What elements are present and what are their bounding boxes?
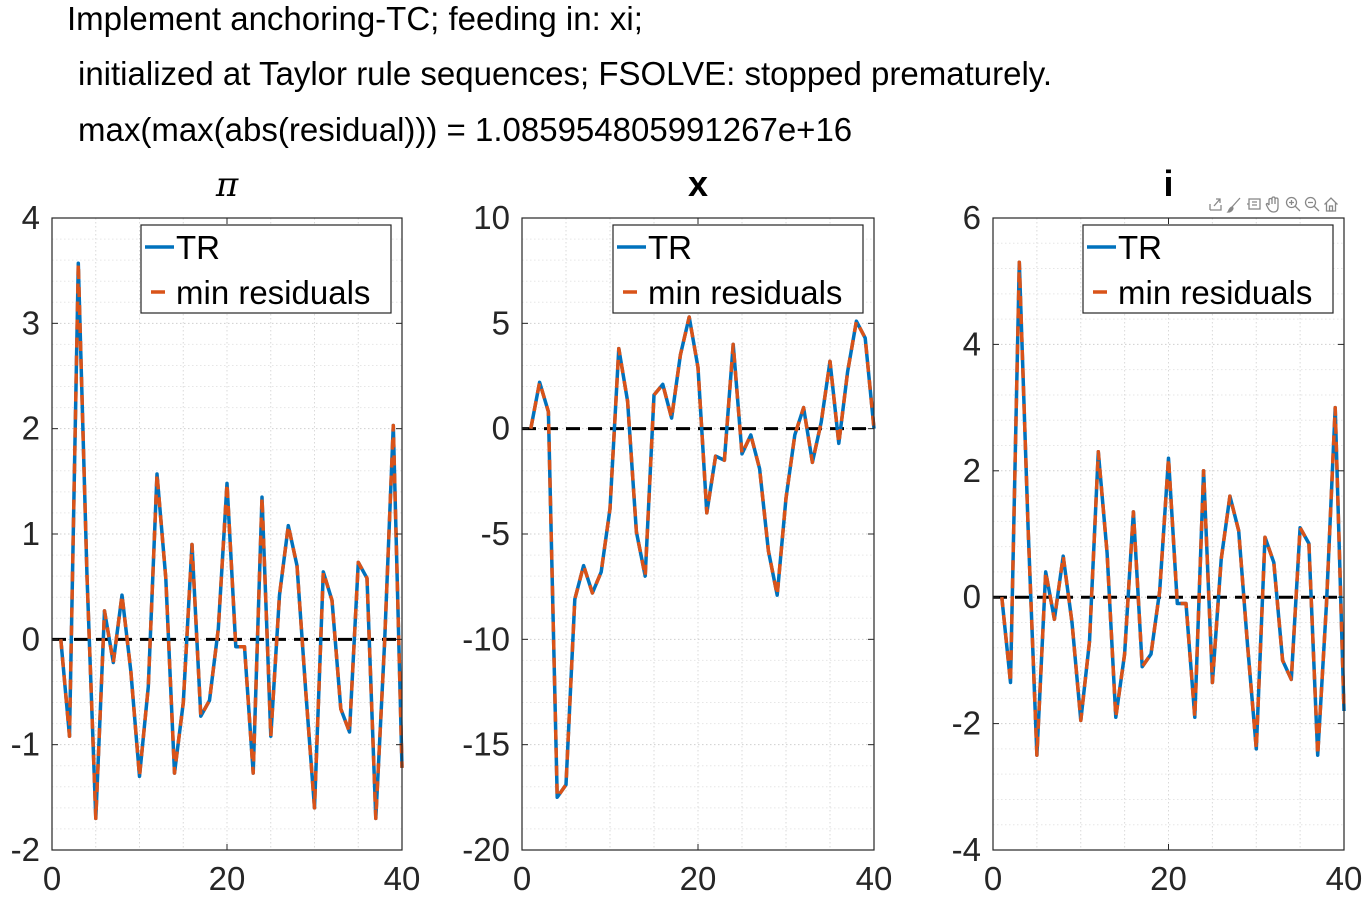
legend-label: min residuals xyxy=(648,274,842,311)
series-line-min-residuals xyxy=(1000,260,1346,757)
axes-toolbar[interactable] xyxy=(1206,193,1344,215)
y-tick-label: 4 xyxy=(22,199,40,236)
legend[interactable]: TR min residuals xyxy=(612,224,864,314)
legend-label: TR xyxy=(176,229,220,266)
y-tick-label: 0 xyxy=(492,410,510,447)
y-tick-label: 0 xyxy=(963,578,981,615)
figure-title-line-2: initialized at Taylor rule sequences; FS… xyxy=(78,55,1052,92)
legend-label: TR xyxy=(648,229,692,266)
y-tick-label: 6 xyxy=(963,199,981,236)
x-tick-label: 20 xyxy=(1150,860,1187,897)
x-tick-label: 20 xyxy=(680,860,717,897)
x-tick-label: 0 xyxy=(43,860,61,897)
series-line-tr xyxy=(529,315,876,800)
series-line-tr xyxy=(59,261,404,821)
legend-box xyxy=(612,224,864,314)
zoom-out-icon[interactable] xyxy=(1304,196,1320,212)
export-icon[interactable] xyxy=(1209,198,1222,211)
legend[interactable]: TR min residuals xyxy=(140,224,392,314)
brush-icon[interactable] xyxy=(1226,197,1241,213)
y-tick-label: -4 xyxy=(952,831,981,868)
figure-title-line-3: max(max(abs(residual))) = 1.085954805991… xyxy=(78,111,853,148)
y-tick-label: -15 xyxy=(462,726,510,763)
figure-title-line-1: Implement anchoring-TC; feeding in: xi; xyxy=(67,0,643,37)
legend[interactable]: TR min residuals xyxy=(1082,224,1334,314)
x-tick-label: 40 xyxy=(384,860,421,897)
legend-box xyxy=(1082,224,1334,314)
axes-title: π xyxy=(215,165,239,205)
axes-2[interactable]: 0 20 40 10 5 0 -5 -10 -15 -20 x TR min residuals xyxy=(462,163,892,897)
x-tick-label: 40 xyxy=(856,860,893,897)
axes-1[interactable]: 0 20 40 4 3 2 1 0 -1 -2 π TR min residuals xyxy=(11,165,421,897)
y-tick-label: -2 xyxy=(11,831,40,868)
legend-label: min residuals xyxy=(1118,274,1312,311)
y-tick-label: 2 xyxy=(963,452,981,489)
y-tick-label: 3 xyxy=(22,304,40,341)
zoom-in-icon[interactable] xyxy=(1285,196,1301,212)
y-tick-label: -2 xyxy=(952,705,981,742)
home-icon[interactable] xyxy=(1324,197,1338,212)
y-tick-label: -5 xyxy=(481,515,510,552)
y-tick-label: -20 xyxy=(462,831,510,868)
pan-icon[interactable] xyxy=(1265,196,1279,213)
y-tick-label: 0 xyxy=(22,620,40,657)
axes-title: i xyxy=(1163,163,1173,204)
y-tick-label: 10 xyxy=(473,199,510,236)
y-tick-label: 2 xyxy=(22,410,40,447)
legend-box xyxy=(140,224,392,314)
y-tick-label: 4 xyxy=(963,325,981,362)
y-tick-label: 5 xyxy=(492,304,510,341)
axes-title: x xyxy=(688,163,708,204)
series-line-min-residuals xyxy=(59,261,404,821)
y-tick-label: -1 xyxy=(11,726,40,763)
x-tick-label: 20 xyxy=(209,860,246,897)
data-tip-icon[interactable] xyxy=(1247,198,1261,210)
series-line-min-residuals xyxy=(529,315,876,800)
legend-label: TR xyxy=(1118,229,1162,266)
y-tick-label: -10 xyxy=(462,620,510,657)
x-tick-label: 0 xyxy=(984,860,1002,897)
x-tick-label: 0 xyxy=(513,860,531,897)
x-tick-label: 40 xyxy=(1326,860,1363,897)
y-tick-label: 1 xyxy=(22,515,40,552)
legend-label: min residuals xyxy=(176,274,370,311)
